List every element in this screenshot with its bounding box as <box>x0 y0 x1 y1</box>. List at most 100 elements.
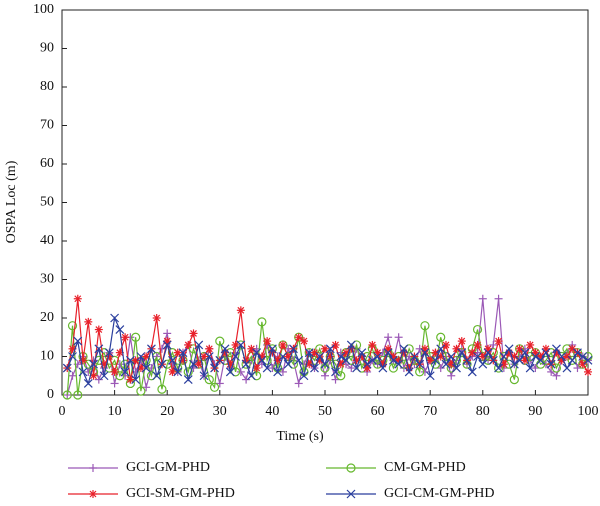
y-axis-label: OSPA Loc (m) <box>4 160 19 243</box>
marker-circle <box>215 336 225 346</box>
marker-stroke <box>69 345 76 353</box>
marker-stroke <box>116 349 124 357</box>
marker <box>299 371 309 381</box>
marker <box>189 329 198 338</box>
marker <box>136 386 146 396</box>
marker-stroke <box>220 344 230 354</box>
marker <box>220 344 230 354</box>
marker <box>478 359 488 369</box>
marker <box>420 348 430 358</box>
marker-stroke <box>195 360 203 368</box>
marker-stroke <box>246 371 256 381</box>
marker <box>409 352 419 361</box>
marker <box>110 379 119 388</box>
marker <box>457 337 466 346</box>
marker-stroke <box>516 345 524 353</box>
marker-stroke <box>584 368 592 376</box>
marker-stroke <box>488 355 498 365</box>
marker <box>89 359 98 369</box>
marker-stroke <box>530 352 540 361</box>
marker <box>357 348 367 358</box>
marker-stroke <box>89 359 98 369</box>
marker <box>89 490 97 498</box>
marker <box>420 321 430 331</box>
marker <box>236 340 246 350</box>
marker <box>368 340 377 349</box>
marker <box>278 367 287 376</box>
marker <box>473 352 482 361</box>
marker-stroke <box>305 360 313 368</box>
marker <box>68 371 77 380</box>
marker <box>209 382 220 392</box>
marker <box>215 379 224 388</box>
marker <box>125 355 135 365</box>
marker <box>231 340 240 349</box>
marker-circle <box>115 371 125 381</box>
marker-stroke <box>404 367 414 377</box>
legend-entry: GCI-CM-GM-PHD <box>326 486 494 501</box>
legend-label: GCI-SM-GM-PHD <box>126 486 235 501</box>
marker-stroke <box>536 355 546 365</box>
marker-stroke <box>346 489 356 499</box>
marker <box>457 348 467 358</box>
marker <box>204 375 214 385</box>
marker-stroke <box>278 352 288 361</box>
marker-stroke <box>283 359 293 369</box>
marker <box>146 344 156 354</box>
x-tick-label: 90 <box>528 404 542 419</box>
marker-stroke <box>474 341 481 349</box>
marker-stroke <box>257 355 267 365</box>
marker-stroke <box>557 352 567 361</box>
marker <box>263 337 272 346</box>
marker <box>267 344 277 354</box>
marker-circle <box>209 382 220 392</box>
marker-stroke <box>552 344 561 354</box>
marker-stroke <box>194 340 204 350</box>
marker <box>573 348 582 358</box>
marker-stroke <box>141 363 151 373</box>
marker-circle <box>388 363 398 373</box>
marker-stroke <box>236 340 246 350</box>
marker-stroke <box>157 359 167 369</box>
legend-label: CM-GM-PHD <box>384 460 466 475</box>
marker-circle <box>472 324 483 335</box>
marker <box>436 332 446 342</box>
marker-stroke <box>332 341 339 349</box>
marker-circle <box>230 367 241 377</box>
marker-stroke <box>473 352 482 361</box>
marker <box>321 344 329 353</box>
marker <box>388 363 398 373</box>
marker-circle <box>62 390 72 400</box>
series-line <box>66 315 589 386</box>
marker <box>446 352 456 361</box>
marker <box>578 360 587 369</box>
marker-circle <box>183 367 193 377</box>
legend-entry: CM-GM-PHD <box>326 460 466 475</box>
y-tick-label: 90 <box>40 41 54 56</box>
x-tick-label: 50 <box>318 404 332 419</box>
marker-stroke <box>388 355 398 365</box>
marker-stroke <box>341 355 351 365</box>
marker-stroke <box>525 363 535 373</box>
marker <box>121 333 130 342</box>
marker <box>547 367 556 376</box>
marker-stroke <box>169 368 176 376</box>
marker-stroke <box>183 375 193 385</box>
y-tick-label: 10 <box>40 349 54 364</box>
marker <box>552 344 561 354</box>
marker-stroke <box>367 355 377 365</box>
marker <box>262 355 272 365</box>
marker-stroke <box>373 352 383 361</box>
marker <box>94 325 103 334</box>
marker <box>346 463 356 473</box>
marker <box>415 359 425 369</box>
marker-stroke <box>426 356 434 364</box>
marker-stroke <box>568 345 576 353</box>
marker <box>567 355 577 365</box>
marker <box>552 371 561 380</box>
marker <box>268 364 277 373</box>
marker-stroke <box>383 348 393 358</box>
marker-circle <box>288 359 299 369</box>
marker-stroke <box>336 352 346 361</box>
marker-stroke <box>142 353 150 360</box>
